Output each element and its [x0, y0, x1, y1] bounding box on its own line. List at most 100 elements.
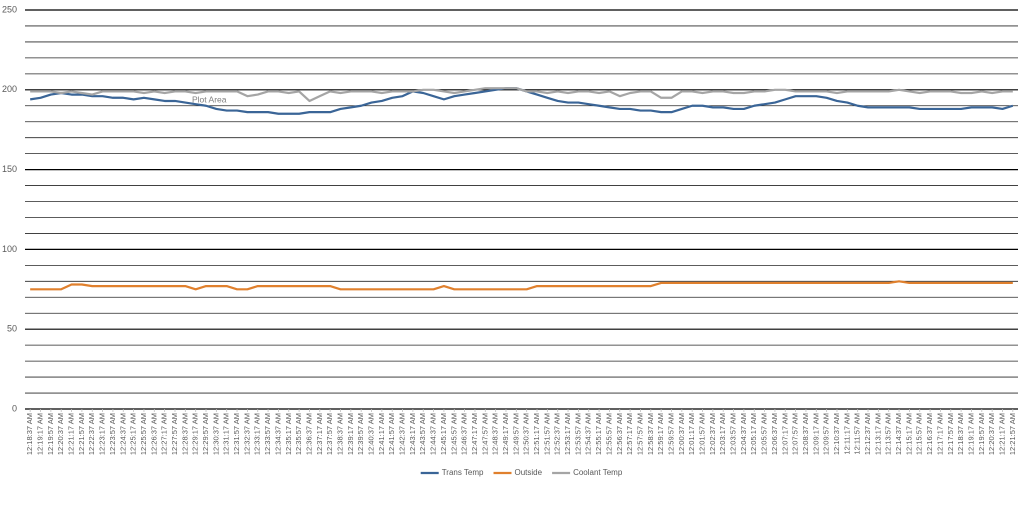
- x-tick-label: 12:36:37 AM: [304, 413, 313, 455]
- x-tick-label: 12:32:37 AM: [242, 413, 251, 455]
- x-tick-label: 12:13:57 AM: [884, 413, 893, 455]
- x-tick-label: 12:11:17 AM: [842, 413, 851, 455]
- x-tick-label: 12:26:37 AM: [149, 413, 158, 455]
- x-tick-label: 12:33:57 AM: [263, 413, 272, 455]
- x-tick-label: 12:25:57 AM: [139, 413, 148, 455]
- x-tick-label: 12:57:17 AM: [625, 413, 634, 455]
- x-tick-label: 12:07:17 AM: [780, 413, 789, 455]
- x-tick-label: 12:49:57 AM: [511, 413, 520, 455]
- x-tick-label: 12:02:37 AM: [708, 413, 717, 455]
- x-tick-label: 12:28:37 AM: [180, 413, 189, 455]
- x-tick-label: 12:48:37 AM: [491, 413, 500, 455]
- x-tick-label: 12:51:57 AM: [542, 413, 551, 455]
- x-tick-label: 12:08:37 AM: [801, 413, 810, 455]
- y-tick-label: 250: [2, 4, 17, 14]
- x-tick-label: 12:21:17 AM: [997, 413, 1006, 455]
- x-tick-label: 12:55:57 AM: [604, 413, 613, 455]
- x-tick-label: 12:03:57 AM: [729, 413, 738, 455]
- series-line: [30, 280, 1013, 291]
- x-tick-label: 12:20:37 AM: [987, 413, 996, 455]
- x-tick-label: 12:00:37 AM: [677, 413, 686, 455]
- x-tick-label: 12:35:17 AM: [284, 413, 293, 455]
- x-tick-label: 12:19:17 AM: [966, 413, 975, 455]
- x-tick-label: 12:22:37 AM: [87, 413, 96, 455]
- x-tick-label: 12:38:37 AM: [335, 413, 344, 455]
- x-tick-label: 12:05:57 AM: [760, 413, 769, 455]
- x-tick-label: 12:09:57 AM: [822, 413, 831, 455]
- x-tick-label: 12:46:37 AM: [460, 413, 469, 455]
- legend: Trans Temp Outside Coolant Temp: [420, 468, 623, 477]
- x-tick-label: 12:07:57 AM: [791, 413, 800, 455]
- x-tick-label: 12:01:57 AM: [698, 413, 707, 455]
- y-tick-label: 200: [2, 84, 17, 94]
- legend-label: Outside: [515, 468, 543, 477]
- x-tick-label: 12:19:17 AM: [36, 413, 45, 455]
- x-tick-label: 12:30:37 AM: [211, 413, 220, 455]
- x-tick-label: 12:21:57 AM: [77, 413, 86, 455]
- x-tick-label: 12:15:17 AM: [904, 413, 913, 455]
- y-tick-label: 0: [12, 403, 17, 413]
- y-tick-label: 100: [2, 244, 17, 254]
- legend-label: Coolant Temp: [573, 468, 623, 477]
- x-tick-label: 12:45:17 AM: [439, 413, 448, 455]
- x-tick-label: 12:57:57 AM: [635, 413, 644, 455]
- x-tick-label: 12:14:37 AM: [894, 413, 903, 455]
- x-tick-label: 12:53:17 AM: [563, 413, 572, 455]
- x-tick-label: 12:27:17 AM: [160, 413, 169, 455]
- x-tick-label: 12:17:57 AM: [946, 413, 955, 455]
- x-tick-label: 12:39:17 AM: [346, 413, 355, 455]
- x-tick-label: 12:35:57 AM: [294, 413, 303, 455]
- x-tick-label: 12:19:57 AM: [977, 413, 986, 455]
- x-tick-label: 12:51:17 AM: [532, 413, 541, 455]
- x-tick-label: 12:06:37 AM: [770, 413, 779, 455]
- x-tick-label: 12:45:57 AM: [449, 413, 458, 455]
- x-tick-label: 12:21:17 AM: [67, 413, 76, 455]
- x-tick-label: 12:31:57 AM: [232, 413, 241, 455]
- x-tick-label: 12:13:17 AM: [873, 413, 882, 455]
- x-tick-label: 12:37:57 AM: [325, 413, 334, 455]
- x-tick-label: 12:42:37 AM: [398, 413, 407, 455]
- x-tick-label: 12:10:37 AM: [832, 413, 841, 455]
- x-tick-label: 12:18:37 AM: [956, 413, 965, 455]
- x-tick-label: 12:09:17 AM: [811, 413, 820, 455]
- y-tick-label: 50: [7, 324, 17, 334]
- x-tick-label: 12:55:17 AM: [594, 413, 603, 455]
- x-tick-label: 12:50:37 AM: [522, 413, 531, 455]
- x-tick-label: 12:47:57 AM: [480, 413, 489, 455]
- x-tick-label: 12:59:17 AM: [656, 413, 665, 455]
- y-tick-label: 150: [2, 164, 17, 174]
- x-tick-label: 12:23:57 AM: [108, 413, 117, 455]
- x-tick-label: 12:59:57 AM: [666, 413, 675, 455]
- x-tick-label: 12:11:57 AM: [853, 413, 862, 455]
- x-tick-label: 12:20:37 AM: [56, 413, 65, 455]
- series-line: [30, 87, 1013, 103]
- x-tick-label: 12:04:37 AM: [739, 413, 748, 455]
- x-tick-label: 12:19:57 AM: [46, 413, 55, 455]
- x-tick-label: 12:54:37 AM: [584, 413, 593, 455]
- annotation: Plot Area: [192, 94, 227, 104]
- x-tick-label: 12:44:37 AM: [429, 413, 438, 455]
- x-tick-label: 12:29:17 AM: [191, 413, 200, 455]
- x-tick-label: 12:41:57 AM: [387, 413, 396, 455]
- x-tick-label: 12:41:17 AM: [377, 413, 386, 455]
- x-tick-label: 12:37:17 AM: [315, 413, 324, 455]
- x-tick-label: 12:23:17 AM: [98, 413, 107, 455]
- x-tick-label: 12:39:57 AM: [356, 413, 365, 455]
- x-tick-label: 12:03:17 AM: [718, 413, 727, 455]
- x-tick-label: 12:52:37 AM: [553, 413, 562, 455]
- x-tick-label: 12:43:17 AM: [408, 413, 417, 455]
- x-tick-label: 12:15:57 AM: [915, 413, 924, 455]
- x-tick-label: 12:05:17 AM: [749, 413, 758, 455]
- x-tick-label: 12:31:17 AM: [222, 413, 231, 455]
- x-tick-label: 12:01:17 AM: [687, 413, 696, 455]
- x-tick-label: 12:21:57 AM: [1008, 413, 1017, 455]
- x-tick-label: 12:29:57 AM: [201, 413, 210, 455]
- x-tick-label: 12:58:37 AM: [646, 413, 655, 455]
- x-tick-label: 12:47:17 AM: [470, 413, 479, 455]
- legend-label: Trans Temp: [442, 468, 484, 477]
- x-tick-label: 12:33:17 AM: [253, 413, 262, 455]
- x-tick-label: 12:16:37 AM: [925, 413, 934, 455]
- x-tick-label: 12:40:37 AM: [367, 413, 376, 455]
